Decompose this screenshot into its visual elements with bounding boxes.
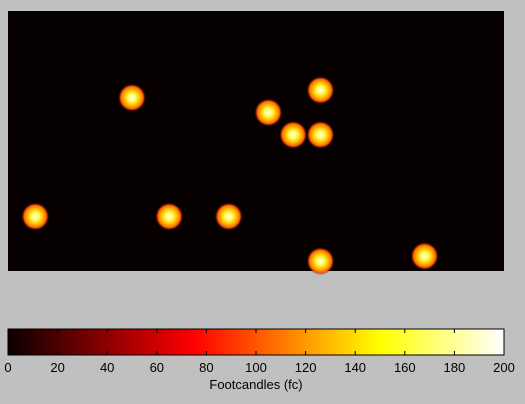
colorbar-tick-label: 40 xyxy=(100,360,114,375)
light-spot-7 xyxy=(155,202,184,231)
colorbar-label: Footcandles (fc) xyxy=(209,377,302,392)
light-spot-4 xyxy=(279,120,308,149)
colorbar-tick-label: 160 xyxy=(394,360,416,375)
colorbar-ticks: 0 20 40 60 80 100 120 140 160 180 200 xyxy=(4,329,515,375)
light-spot-10 xyxy=(410,242,439,271)
colorbar-tick-label: 100 xyxy=(245,360,267,375)
light-spot-5 xyxy=(306,120,335,149)
light-spot-1 xyxy=(118,83,146,112)
light-spot-6 xyxy=(21,202,50,231)
colorbar-tick-label: 0 xyxy=(4,360,11,375)
colorbar: 0 20 40 60 80 100 120 140 160 180 200 Footcandles … xyxy=(4,328,515,392)
colorbar-gradient xyxy=(7,328,505,356)
heatmap-background xyxy=(8,11,504,271)
colorbar-tick-label: 60 xyxy=(150,360,164,375)
light-spot-9 xyxy=(306,247,335,276)
light-spot-3 xyxy=(306,76,335,105)
colorbar-tick-label: 20 xyxy=(50,360,64,375)
light-spot-8 xyxy=(214,202,243,231)
colorbar-tick-label: 80 xyxy=(199,360,213,375)
colorbar-tick-label: 200 xyxy=(493,360,515,375)
colorbar-tick-label: 140 xyxy=(344,360,366,375)
colorbar-tick-label: 120 xyxy=(295,360,317,375)
light-spots xyxy=(21,76,439,276)
light-spot-2 xyxy=(254,98,283,127)
colorbar-tick-label: 180 xyxy=(444,360,466,375)
heatmap-plot xyxy=(8,11,504,276)
